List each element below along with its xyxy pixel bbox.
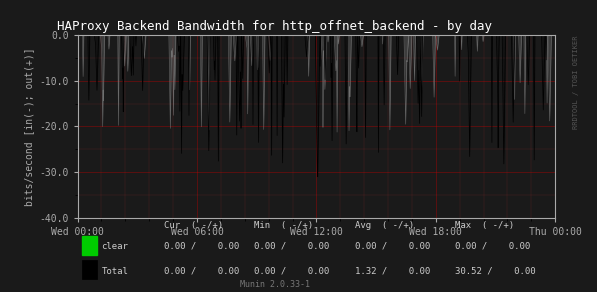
Text: 0.00 /    0.00: 0.00 / 0.00 — [355, 242, 430, 251]
Text: 0.00 /    0.00: 0.00 / 0.00 — [164, 267, 239, 276]
Text: 0.00 /    0.00: 0.00 / 0.00 — [164, 242, 239, 251]
Text: 0.00 /    0.00: 0.00 / 0.00 — [254, 267, 330, 276]
Text: Cur  ( -/+): Cur ( -/+) — [164, 221, 223, 230]
Text: RRDTOOL / TOBI OETIKER: RRDTOOL / TOBI OETIKER — [573, 35, 579, 128]
Text: Avg  ( -/+): Avg ( -/+) — [355, 221, 414, 230]
Y-axis label: bits/second [in(-); out(+)]: bits/second [in(-); out(+)] — [24, 47, 33, 206]
Text: Total: Total — [101, 267, 128, 276]
Text: HAProxy Backend Bandwidth for http_offnet_backend - by day: HAProxy Backend Bandwidth for http_offne… — [57, 20, 492, 34]
Text: Min  ( -/+): Min ( -/+) — [254, 221, 313, 230]
Text: 30.52 /    0.00: 30.52 / 0.00 — [455, 267, 536, 276]
Text: 0.00 /    0.00: 0.00 / 0.00 — [455, 242, 530, 251]
Bar — [82, 260, 97, 279]
Text: 1.32 /    0.00: 1.32 / 0.00 — [355, 267, 430, 276]
Text: Munin 2.0.33-1: Munin 2.0.33-1 — [239, 280, 310, 289]
Text: clear: clear — [101, 242, 128, 251]
Text: 0.00 /    0.00: 0.00 / 0.00 — [254, 242, 330, 251]
Bar — [82, 236, 97, 255]
Text: Max  ( -/+): Max ( -/+) — [455, 221, 514, 230]
